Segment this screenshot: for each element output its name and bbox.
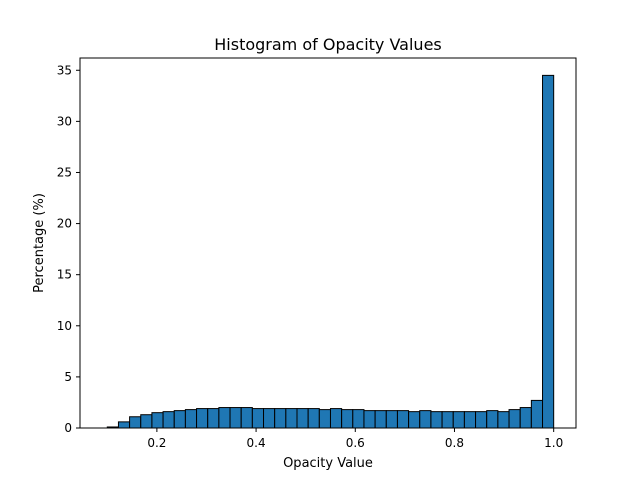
x-tick-label-1: 0.4 — [247, 436, 266, 450]
histogram-bar-1 — [117, 421, 131, 429]
x-axis-ticks: 0.2 0.4 0.6 0.8 1.0 — [147, 428, 563, 450]
histogram-bar-32 — [463, 411, 477, 429]
histogram-bar-15 — [274, 408, 287, 429]
histogram-bar-37 — [519, 407, 532, 429]
x-tick-label-3: 0.8 — [445, 436, 464, 450]
y-axis-label: Percentage (%) — [32, 193, 47, 293]
y-tick-label-6: 30 — [57, 114, 72, 128]
histogram-bar-24 — [374, 410, 387, 429]
histogram-bar-33 — [475, 411, 488, 429]
histogram-bar-10 — [218, 407, 231, 429]
histogram-bar-31 — [452, 411, 465, 429]
x-tick-label-4: 1.0 — [544, 436, 563, 450]
histogram-bar-30 — [441, 411, 454, 429]
histogram-bar-19 — [318, 409, 331, 429]
histogram-bar-20 — [329, 408, 343, 429]
histogram-bar-7 — [184, 409, 198, 429]
x-axis-label: Opacity Value — [283, 456, 373, 471]
y-tick-label-7: 35 — [57, 63, 72, 77]
chart-title: Histogram of Opacity Values — [214, 35, 442, 54]
x-tick-label-0: 0.2 — [147, 436, 166, 450]
histogram-bar-38 — [530, 399, 544, 429]
histogram-bar-26 — [396, 410, 410, 429]
histogram-bar-35 — [497, 411, 510, 429]
histogram-bar-5 — [162, 411, 175, 429]
histogram-bar-39 — [542, 74, 555, 429]
y-tick-label-1: 5 — [64, 370, 72, 384]
histogram-bar-3 — [140, 414, 153, 429]
histogram-bar-16 — [285, 408, 298, 429]
histogram-bar-27 — [408, 411, 421, 429]
y-tick-label-5: 25 — [57, 165, 72, 179]
histogram-bar-17 — [296, 408, 309, 429]
histogram-bar-29 — [430, 411, 443, 429]
histogram-bar-12 — [240, 407, 253, 429]
plot-frame — [79, 57, 577, 429]
bars-group — [106, 74, 555, 429]
histogram-bar-18 — [307, 408, 320, 429]
histogram-bar-11 — [229, 407, 242, 429]
histogram-bar-28 — [419, 410, 432, 429]
histogram-bar-22 — [352, 409, 365, 429]
y-tick-label-2: 10 — [57, 319, 72, 333]
y-axis-ticks: 0 5 10 15 20 25 30 35 — [57, 63, 80, 435]
histogram-bar-4 — [151, 412, 164, 429]
histogram-bar-9 — [207, 408, 220, 429]
x-tick-label-2: 0.6 — [346, 436, 365, 450]
histogram-bar-21 — [341, 409, 354, 429]
histogram-bar-25 — [385, 410, 398, 429]
histogram-bar-36 — [508, 409, 521, 429]
histogram-bar-23 — [363, 410, 376, 429]
y-tick-label-4: 20 — [57, 217, 72, 231]
y-tick-label-3: 15 — [57, 268, 72, 282]
histogram-bar-34 — [486, 410, 499, 429]
histogram-bar-2 — [129, 416, 142, 429]
histogram-bar-6 — [173, 410, 186, 429]
histogram-bar-13 — [251, 408, 265, 429]
histogram-bar-14 — [263, 408, 276, 429]
y-tick-label-0: 0 — [64, 421, 72, 435]
histogram-bar-8 — [196, 408, 209, 429]
